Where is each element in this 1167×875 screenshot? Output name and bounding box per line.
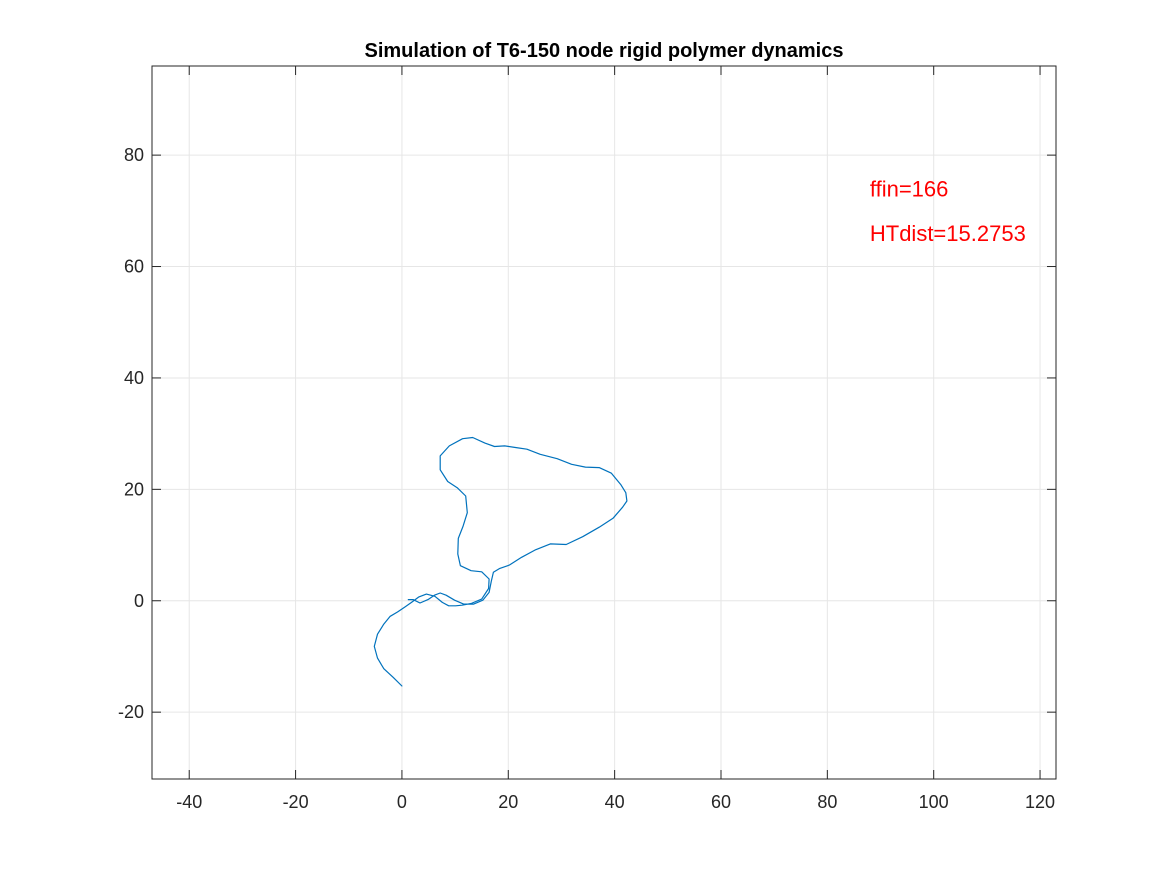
y-tick-label: 40 [124, 368, 144, 388]
x-tick-label: 100 [919, 792, 949, 812]
annotation-label: ffin=166 [870, 177, 949, 202]
axis-ticks: -40 -20 0 20 40 60 80 100 120 -20 0 20 40 60 80 [118, 66, 1056, 812]
polymer-chain-line [373, 436, 628, 687]
x-tick-label: 0 [397, 792, 407, 812]
x-tick-label: 40 [605, 792, 625, 812]
x-tick-label: -40 [176, 792, 202, 812]
y-tick-label: 20 [124, 479, 144, 499]
y-tick-label: 80 [124, 145, 144, 165]
plot-area [152, 66, 1056, 779]
x-tick-label: 20 [498, 792, 518, 812]
chart-title: Simulation of T6-150 node rigid polymer … [365, 40, 844, 62]
y-tick-label: 60 [124, 257, 144, 277]
x-tick-label: 120 [1025, 792, 1055, 812]
annotation-label: HTdist=15.2753 [870, 221, 1026, 246]
y-tick-label: -20 [118, 702, 144, 722]
annotations: ffin=166 HTdist=15.2753 [870, 177, 1026, 247]
x-tick-label: 60 [711, 792, 731, 812]
x-tick-label: 80 [817, 792, 837, 812]
x-tick-label: -20 [283, 792, 309, 812]
axes-box [151, 65, 1057, 780]
grid-lines [152, 66, 1056, 779]
y-tick-label: 0 [134, 591, 144, 611]
plot-data [373, 436, 628, 687]
